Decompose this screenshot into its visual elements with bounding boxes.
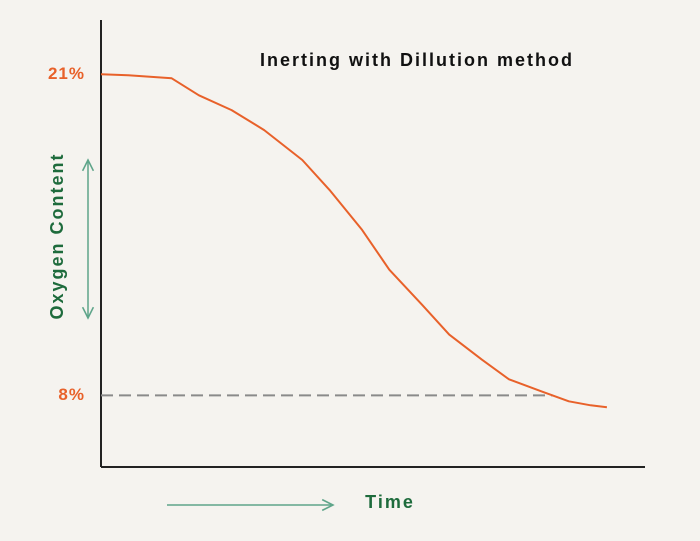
- chart-title: Inerting with Dillution method: [260, 50, 574, 70]
- x-axis-title: Time: [365, 492, 415, 512]
- y-axis-title: Oxygen Content: [47, 152, 67, 319]
- y-tick-label: 21%: [48, 64, 85, 83]
- data-line: [100, 73, 608, 409]
- y-tick-label: 8%: [58, 385, 85, 404]
